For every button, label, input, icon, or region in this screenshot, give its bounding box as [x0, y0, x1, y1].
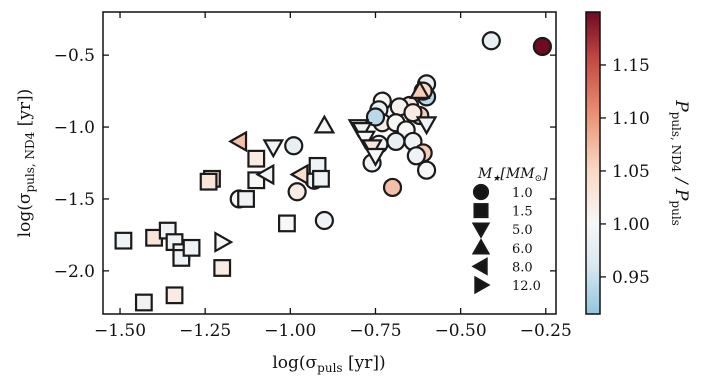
y-axis-ticks: −2.0 −1.5 −1.0 −0.5 — [54, 46, 556, 282]
colorbar-tick-label: 1.15 — [612, 56, 650, 76]
data-point — [213, 259, 232, 277]
data-point — [247, 149, 266, 168]
data-point — [312, 169, 330, 188]
data-point — [313, 114, 336, 134]
data-point — [365, 107, 386, 127]
data-point — [314, 210, 334, 231]
data-point — [214, 231, 234, 253]
x-axis-ticks: −1.50 −1.25 −1.00 −0.75 −0.50 −0.25 — [94, 12, 572, 341]
colorbar-tick-label: 1.05 — [612, 162, 650, 182]
data-point — [199, 172, 218, 191]
data-point — [415, 116, 438, 136]
legend-marker-triangle-right — [474, 275, 491, 295]
data-point — [182, 238, 201, 257]
legend-label: 1.5 — [512, 205, 533, 220]
data-point — [364, 147, 387, 167]
legend-marker-square — [473, 203, 489, 219]
y-tick-label: −1.5 — [54, 190, 95, 210]
data-markers — [114, 31, 552, 312]
colorbar-gradient — [585, 11, 601, 315]
data-point — [284, 136, 304, 156]
colorbar-tick-label: 1.00 — [612, 215, 650, 235]
legend-label: 12.0 — [512, 279, 541, 294]
colorbar: 0.95 1.00 1.05 1.10 1.15 Ppuls, ND4 / Ppuls — [585, 11, 691, 315]
data-point — [228, 130, 248, 153]
data-point — [532, 36, 552, 57]
data-point — [408, 79, 431, 99]
colorbar-tick-label: 0.95 — [612, 268, 650, 288]
data-point — [134, 293, 153, 312]
data-point — [416, 160, 437, 180]
legend-label: 5.0 — [512, 223, 533, 238]
data-point — [278, 214, 296, 233]
colorbar-tick-label: 1.10 — [612, 109, 650, 129]
colorbar-label: Ppuls, ND4 / Ppuls — [669, 99, 691, 226]
x-axis-label: log(σpuls [yr]) — [272, 353, 385, 375]
data-point — [255, 163, 275, 186]
legend-marker-triangle-left — [471, 257, 488, 276]
data-point — [262, 139, 285, 159]
x-tick-label: −0.75 — [349, 321, 401, 341]
plot-frame — [102, 11, 557, 315]
x-tick-label: −1.00 — [264, 321, 316, 341]
y-tick-label: −1.0 — [54, 118, 95, 138]
legend-marker-circle — [472, 183, 490, 201]
x-tick-label: −1.25 — [179, 321, 231, 341]
x-tick-label: −1.50 — [94, 321, 146, 341]
data-point — [114, 231, 133, 250]
legend: M★[MM⊙] 1.0 1.5 5.0 6.0 8.0 12.0 — [471, 166, 548, 295]
data-point — [165, 286, 184, 305]
data-point — [386, 131, 406, 152]
x-tick-label: −0.25 — [520, 321, 572, 341]
legend-label: 6.0 — [512, 242, 533, 257]
data-point — [237, 190, 255, 208]
x-tick-label: −0.50 — [435, 321, 487, 341]
legend-marker-triangle-up — [471, 238, 491, 255]
legend-label: 1.0 — [512, 186, 533, 201]
y-tick-label: −2.0 — [54, 262, 95, 282]
legend-marker-triangle-down — [471, 222, 491, 239]
data-point — [289, 163, 309, 186]
y-axis-label: log(σpuls, ND4 [yr]) — [15, 89, 37, 238]
data-point — [382, 177, 403, 198]
legend-title: M★[MM⊙] — [477, 166, 548, 184]
legend-label: 8.0 — [512, 260, 533, 275]
data-point — [481, 31, 501, 51]
legend-entries: 1.0 1.5 5.0 6.0 8.0 12.0 — [471, 183, 541, 295]
colorbar-ticks: 0.95 1.00 1.05 1.10 1.15 — [600, 56, 650, 288]
y-tick-label: −0.5 — [54, 46, 95, 66]
data-point — [287, 182, 307, 202]
data-point — [406, 146, 426, 166]
